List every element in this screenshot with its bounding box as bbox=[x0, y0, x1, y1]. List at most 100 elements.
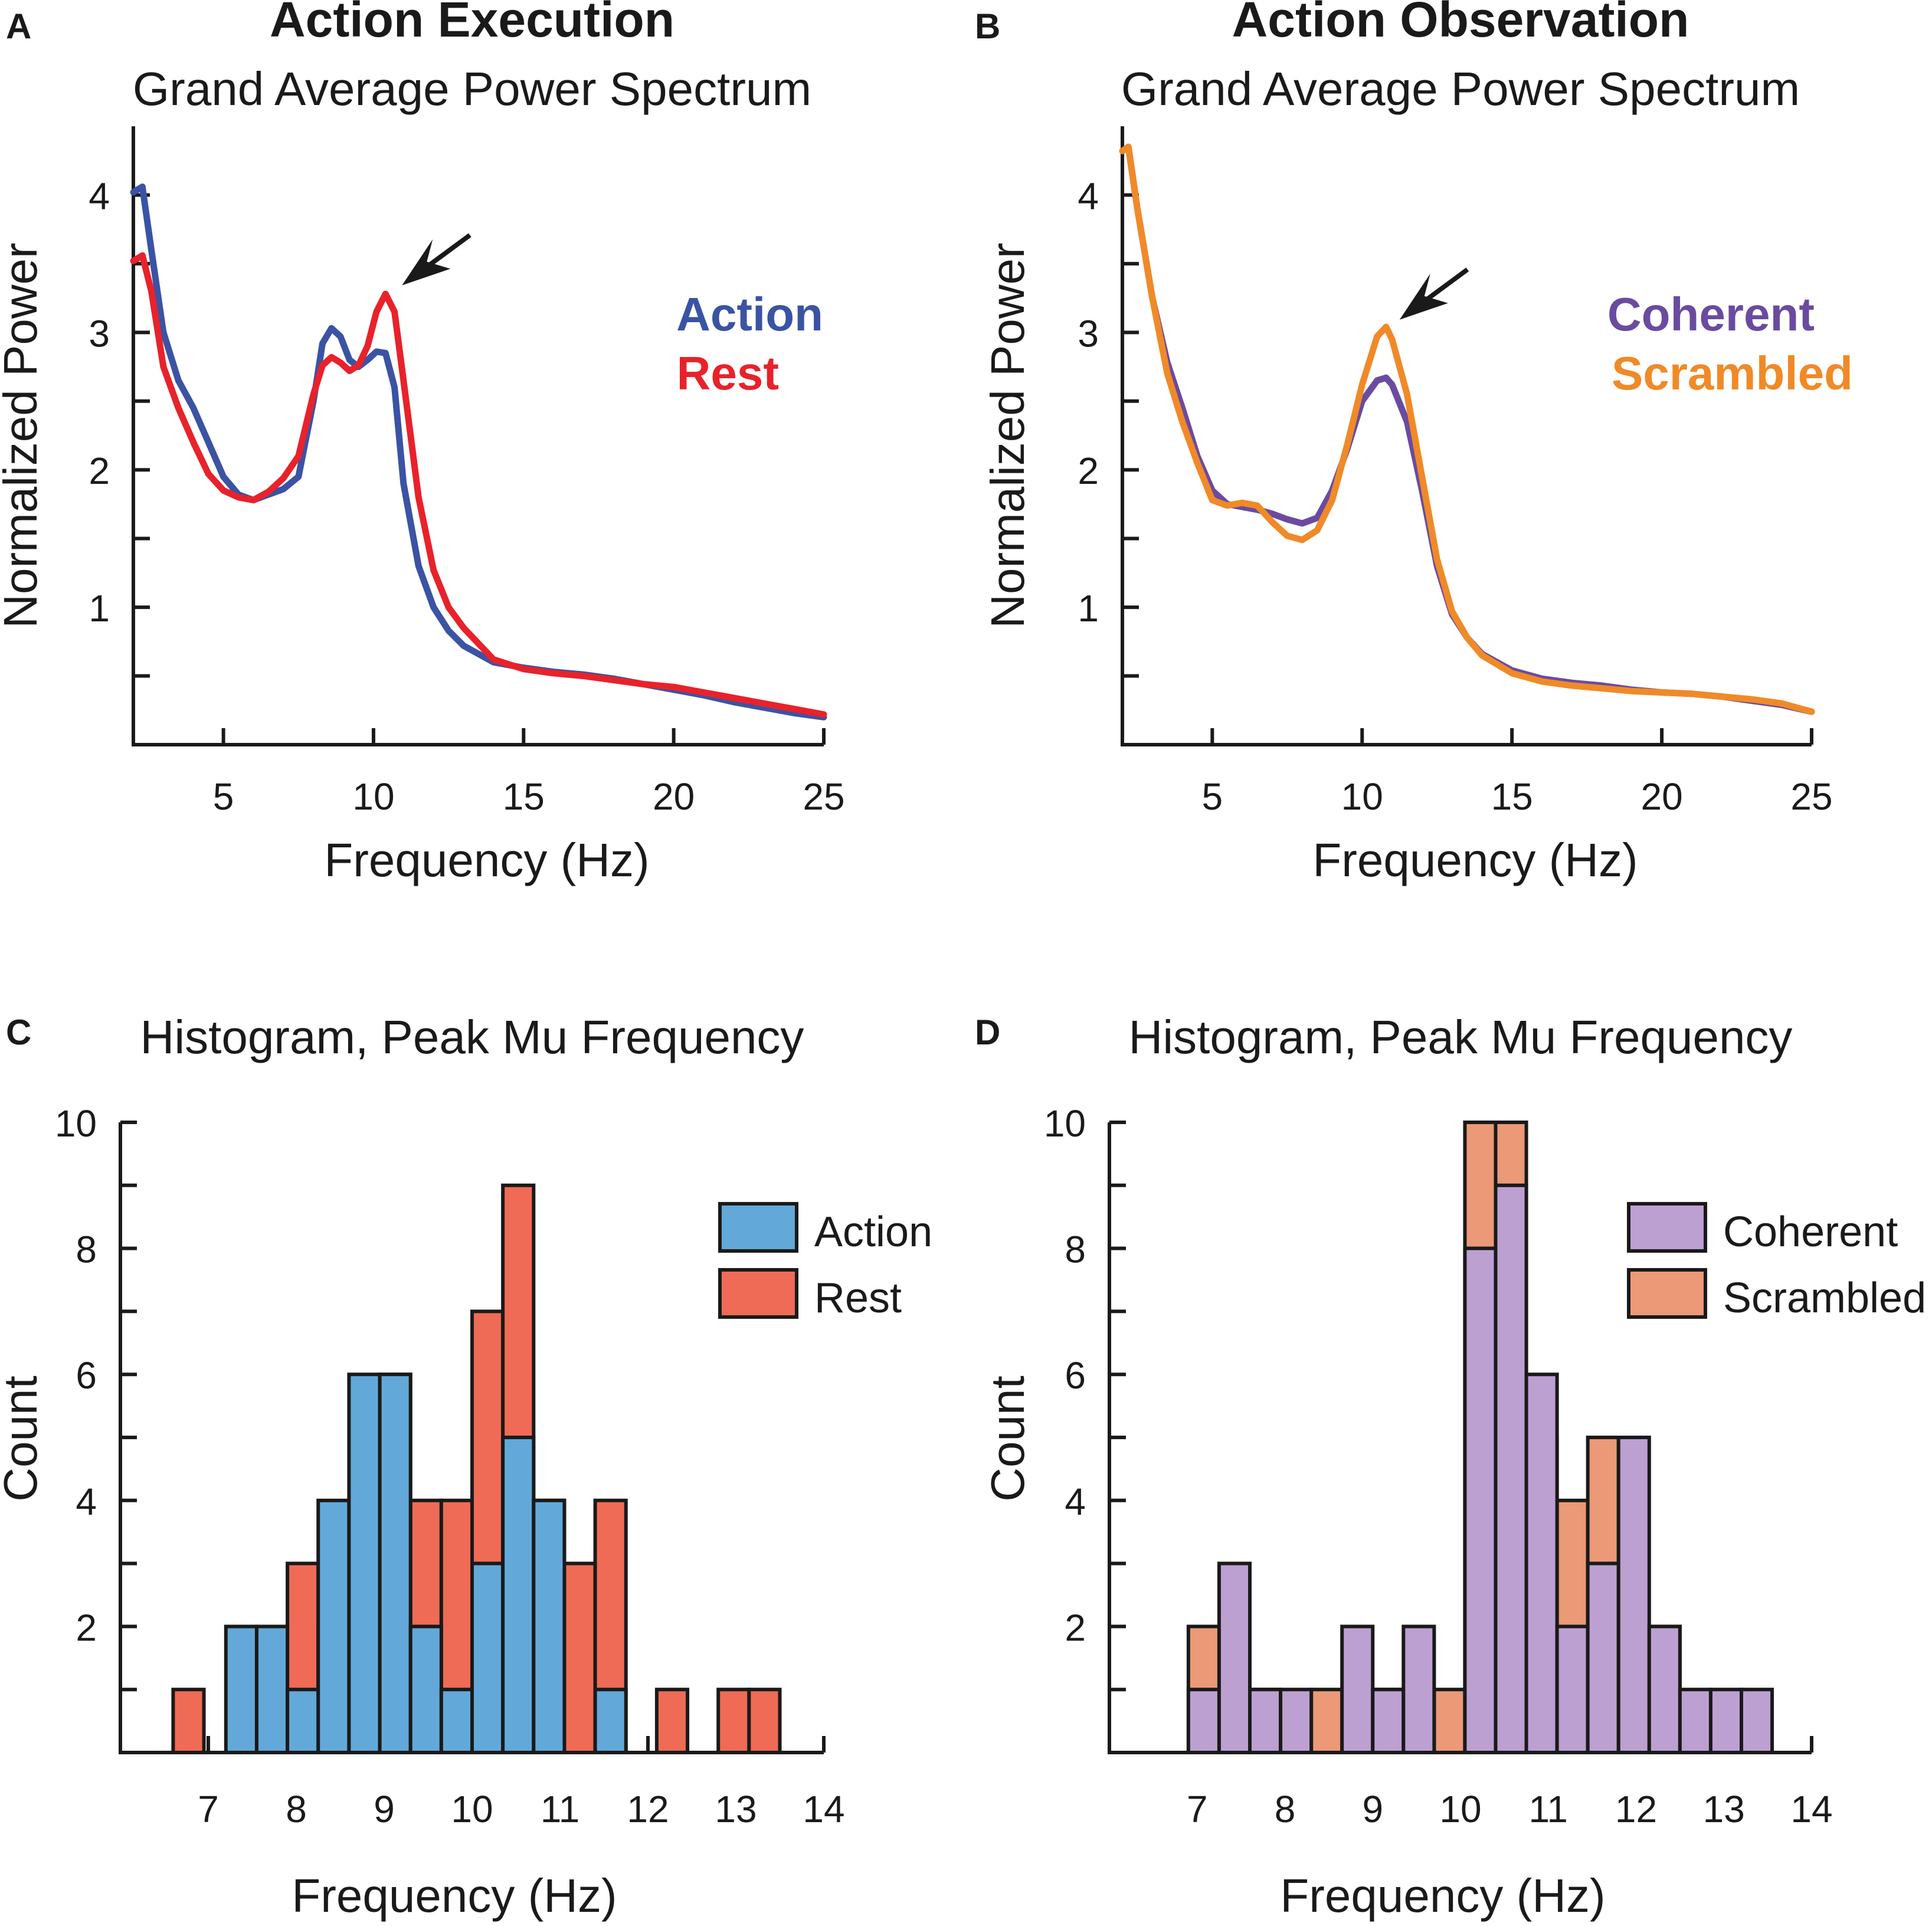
panel-d-legend: Coherent Scrambled bbox=[1627, 1202, 1926, 1322]
hist-bar-coherent bbox=[1248, 1688, 1283, 1754]
hist-bar-action bbox=[224, 1624, 258, 1754]
panel-d-xlabel: Frequency (Hz) bbox=[1280, 1869, 1605, 1922]
panel-a-legend-action: Action bbox=[676, 288, 823, 340]
panel-d-legend-scrambled-label: Scrambled bbox=[1723, 1275, 1926, 1322]
hist-bar-action bbox=[470, 1561, 505, 1755]
panel-c-legend-action-swatch bbox=[718, 1202, 798, 1253]
panel-letter-a: A bbox=[6, 6, 31, 46]
x-tick-label: 14 bbox=[1790, 1788, 1832, 1830]
hist-bar-rest bbox=[747, 1688, 782, 1754]
hist-bar-rest bbox=[716, 1688, 751, 1754]
hist-bar-coherent bbox=[1279, 1688, 1314, 1754]
panel-d-legend-scrambled-swatch bbox=[1627, 1268, 1707, 1319]
x-tick-label: 12 bbox=[627, 1788, 669, 1830]
x-tick-label: 12 bbox=[1615, 1788, 1657, 1830]
panel-b-legend-scrambled: Scrambled bbox=[1612, 347, 1853, 399]
x-tick-label: 15 bbox=[503, 775, 545, 818]
x-tick-label: 25 bbox=[1790, 775, 1832, 818]
panel-letter-b: B bbox=[975, 6, 1000, 46]
peak-arrow-head bbox=[1399, 273, 1448, 320]
x-tick-label: 9 bbox=[374, 1788, 395, 1830]
hist-bar-coherent bbox=[1616, 1436, 1651, 1754]
y-tick-label: 4 bbox=[1078, 175, 1099, 217]
panel-c-plot bbox=[171, 1183, 782, 1755]
y-tick-label: 2 bbox=[1065, 1606, 1086, 1649]
x-tick-label: 9 bbox=[1362, 1788, 1383, 1830]
hist-bar-action bbox=[254, 1624, 290, 1754]
hist-bar-scrambled bbox=[1432, 1688, 1467, 1754]
hist-bar-coherent bbox=[1678, 1688, 1712, 1754]
hist-bar-coherent bbox=[1463, 1246, 1498, 1755]
series-line-coherent bbox=[1119, 143, 1815, 715]
panel-b-legend-coherent: Coherent bbox=[1607, 288, 1815, 340]
hist-bar-coherent bbox=[1186, 1688, 1221, 1754]
series-line-action bbox=[130, 184, 827, 720]
x-tick-label: 10 bbox=[1341, 775, 1383, 818]
hist-bar-action bbox=[408, 1624, 443, 1754]
hist-bar-coherent bbox=[1647, 1624, 1682, 1754]
y-tick-label: 6 bbox=[1065, 1354, 1086, 1397]
hist-bar-coherent bbox=[1217, 1561, 1252, 1755]
x-tick-label: 25 bbox=[803, 775, 844, 818]
hist-bar-scrambled bbox=[1309, 1688, 1344, 1754]
panel-d-title: Histogram, Peak Mu Frequency bbox=[1129, 1011, 1793, 1063]
hist-bar-coherent bbox=[1371, 1688, 1406, 1754]
panel-a-title: Action Execution bbox=[270, 0, 674, 47]
x-tick-label: 8 bbox=[1275, 1788, 1296, 1830]
hist-bar-coherent bbox=[1555, 1624, 1590, 1754]
panel-a-ylabel: Normalized Power bbox=[0, 243, 47, 628]
x-tick-label: 20 bbox=[653, 775, 695, 818]
y-tick-label: 6 bbox=[76, 1354, 97, 1397]
x-tick-label: 5 bbox=[213, 775, 234, 818]
y-tick-label: 8 bbox=[76, 1229, 97, 1271]
y-tick-label: 1 bbox=[1078, 587, 1099, 630]
x-tick-label: 20 bbox=[1640, 775, 1682, 818]
y-tick-label: 2 bbox=[76, 1606, 97, 1649]
y-tick-label: 10 bbox=[55, 1102, 97, 1145]
panel-d-legend-coherent-swatch bbox=[1627, 1202, 1707, 1253]
hist-bar-coherent bbox=[1524, 1373, 1559, 1754]
hist-bar-action bbox=[286, 1688, 320, 1754]
panel-c-axes: 7 8 9 10 11 12 13 14 2 4 6 8 10 bbox=[55, 1102, 845, 1830]
x-tick-label: 11 bbox=[1529, 1788, 1568, 1830]
x-tick-label: 10 bbox=[451, 1788, 493, 1830]
panel-b-ylabel: Normalized Power bbox=[981, 243, 1034, 628]
panel-c-legend-rest-label: Rest bbox=[814, 1275, 902, 1322]
hist-bar-action bbox=[532, 1498, 566, 1755]
x-tick-label: 10 bbox=[352, 775, 394, 818]
panel-c-xlabel: Frequency (Hz) bbox=[292, 1869, 617, 1922]
y-tick-label: 4 bbox=[1065, 1480, 1086, 1523]
hist-bar-coherent bbox=[1586, 1561, 1620, 1755]
panel-a-subtitle: Grand Average Power Spectrum bbox=[133, 63, 811, 115]
hist-bar-action bbox=[347, 1373, 382, 1754]
panel-c-legend-action-label: Action bbox=[814, 1208, 932, 1256]
x-tick-label: 10 bbox=[1439, 1788, 1481, 1830]
panel-c-ylabel: Count bbox=[0, 1375, 47, 1501]
hist-bar-action bbox=[378, 1373, 412, 1754]
panel-b-xlabel: Frequency (Hz) bbox=[1312, 834, 1638, 886]
hist-bar-rest bbox=[654, 1688, 690, 1754]
x-tick-label: 14 bbox=[803, 1788, 844, 1830]
panel-d-plot bbox=[1186, 1121, 1774, 1755]
y-tick-label: 3 bbox=[1078, 312, 1099, 355]
x-tick-label: 15 bbox=[1491, 775, 1533, 818]
y-tick-label: 10 bbox=[1044, 1102, 1086, 1145]
hist-bar-coherent bbox=[1340, 1624, 1375, 1754]
hist-bar-coherent bbox=[1494, 1183, 1528, 1755]
hist-bar-action bbox=[593, 1688, 628, 1754]
panel-a-plot bbox=[130, 184, 827, 720]
hist-bar-rest bbox=[562, 1561, 597, 1755]
x-tick-label: 13 bbox=[1703, 1788, 1745, 1830]
panel-letter-d: D bbox=[975, 1013, 1000, 1052]
peak-arrow-head bbox=[402, 239, 451, 286]
x-tick-label: 8 bbox=[286, 1788, 307, 1830]
y-tick-label: 2 bbox=[89, 450, 110, 492]
hist-bar-coherent bbox=[1401, 1624, 1436, 1754]
y-tick-label: 8 bbox=[1065, 1229, 1086, 1271]
panel-c-title: Histogram, Peak Mu Frequency bbox=[140, 1011, 804, 1063]
y-tick-label: 1 bbox=[89, 587, 110, 630]
panel-b-plot bbox=[1119, 143, 1815, 715]
y-tick-label: 2 bbox=[1078, 450, 1099, 492]
x-tick-label: 13 bbox=[715, 1788, 757, 1830]
